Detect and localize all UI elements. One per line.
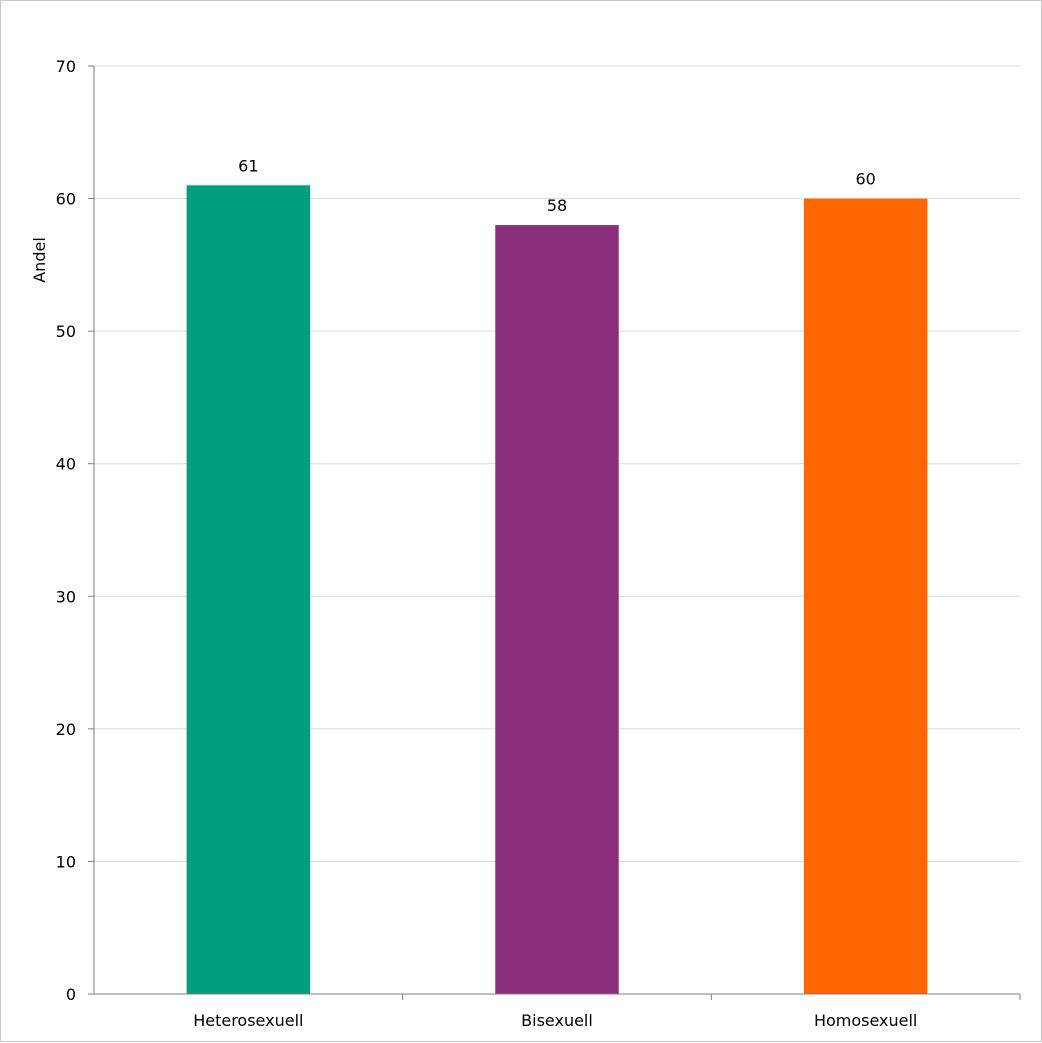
bar [186, 185, 311, 995]
data-labels: 61 58 60 [238, 156, 876, 215]
y-tick-label: 20 [56, 720, 76, 739]
y-tick-label: 60 [56, 190, 76, 209]
data-label: 58 [547, 196, 567, 215]
y-tick-label: 10 [56, 852, 76, 871]
bars [186, 185, 928, 995]
y-tick-label: 70 [56, 57, 76, 76]
bar [803, 198, 928, 995]
y-axis-title: Andel [30, 237, 49, 283]
y-tick-labels: 0 10 20 30 40 50 60 70 [56, 57, 94, 1004]
bar [495, 225, 619, 995]
y-tick-label: 0 [66, 985, 76, 1004]
x-tick-label: Bisexuell [521, 1011, 593, 1030]
data-label: 60 [855, 170, 875, 189]
x-tick-label: Heterosexuell [193, 1011, 303, 1030]
x-tick-labels: Heterosexuell Bisexuell Homosexuell [193, 994, 1021, 1030]
y-tick-label: 50 [56, 322, 76, 341]
x-tick-label: Homosexuell [814, 1011, 917, 1030]
axes [93, 66, 1020, 995]
data-label: 61 [238, 156, 258, 175]
y-tick-label: 40 [56, 455, 76, 474]
y-tick-label: 30 [56, 587, 76, 606]
